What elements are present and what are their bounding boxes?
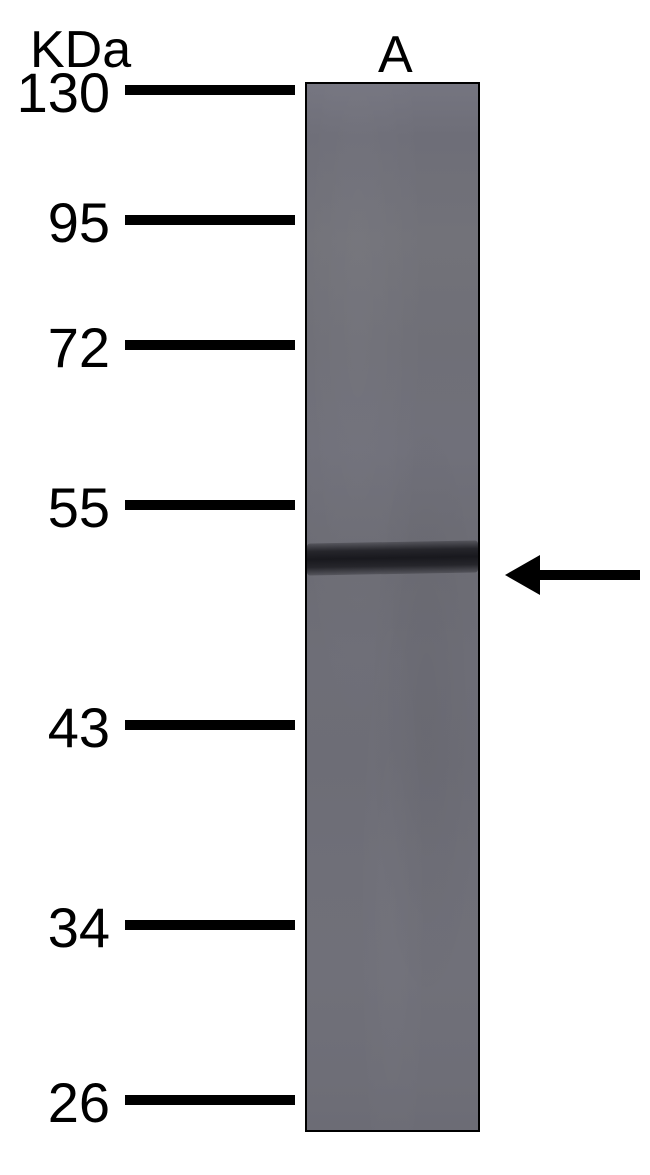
marker-label-4: 43: [10, 695, 110, 760]
blot-lane-A: [305, 82, 480, 1132]
marker-line-0: [125, 85, 295, 95]
marker-label-0: 130: [10, 60, 110, 125]
lane-label-A: A: [378, 25, 413, 85]
marker-label-1: 95: [10, 190, 110, 255]
marker-label-2: 72: [10, 315, 110, 380]
marker-line-1: [125, 215, 295, 225]
protein-band: [307, 541, 478, 576]
marker-label-6: 26: [10, 1070, 110, 1135]
marker-line-2: [125, 340, 295, 350]
marker-line-4: [125, 720, 295, 730]
marker-label-5: 34: [10, 895, 110, 960]
marker-line-3: [125, 500, 295, 510]
arrow-shaft: [535, 570, 640, 580]
marker-label-3: 55: [10, 475, 110, 540]
marker-line-6: [125, 1095, 295, 1105]
western-blot-figure: KDa 130 95 72 55 43 34 26 A: [0, 0, 650, 1175]
marker-line-5: [125, 920, 295, 930]
